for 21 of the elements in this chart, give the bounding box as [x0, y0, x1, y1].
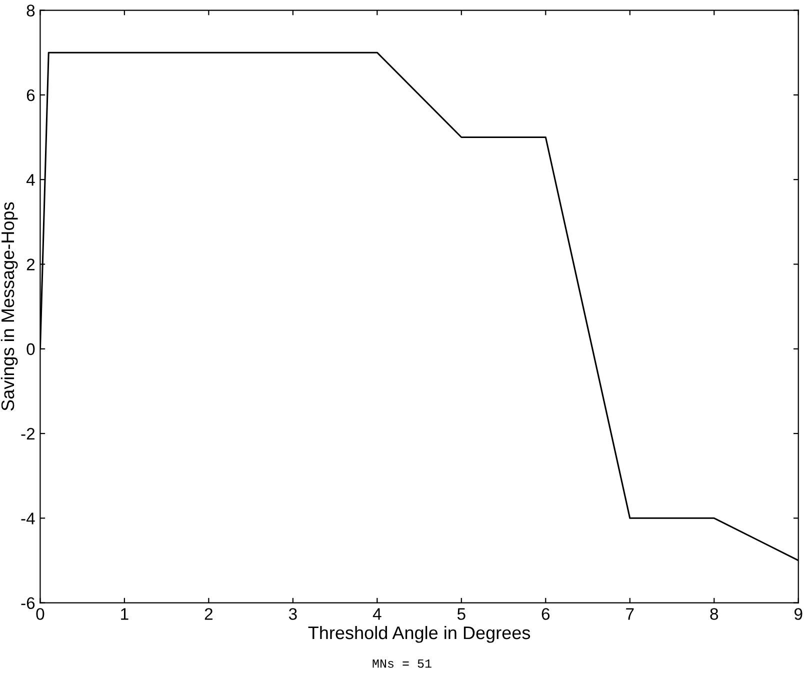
x-tick-label: 5	[457, 608, 466, 620]
y-tick-label: -2	[21, 428, 35, 440]
x-tick-label: 0	[36, 608, 44, 620]
x-tick-label: 9	[794, 608, 802, 620]
x-axis-title: Threshold Angle in Degrees	[308, 626, 530, 643]
y-tick-label: 2	[26, 258, 35, 270]
y-axis-title: Savings in Message-Hops	[0, 202, 18, 411]
x-tick-label: 1	[121, 608, 128, 620]
x-tick-label: 6	[542, 608, 550, 620]
y-tick-label: 0	[26, 343, 35, 356]
x-tick-label: 3	[288, 608, 297, 620]
x-tick-label: 2	[204, 608, 212, 620]
y-tick-label: 4	[26, 174, 35, 186]
text: MNs = 51	[372, 659, 432, 668]
y-tick-label: -6	[21, 597, 35, 610]
y-tick-label: 6	[26, 89, 35, 102]
x-tick-label: 7	[626, 608, 634, 620]
x-tick-label: 8	[710, 608, 718, 620]
y-tick-label: -4	[21, 512, 35, 524]
x-tick-label: 4	[372, 608, 382, 620]
y-tick-label: 8	[26, 4, 35, 16]
